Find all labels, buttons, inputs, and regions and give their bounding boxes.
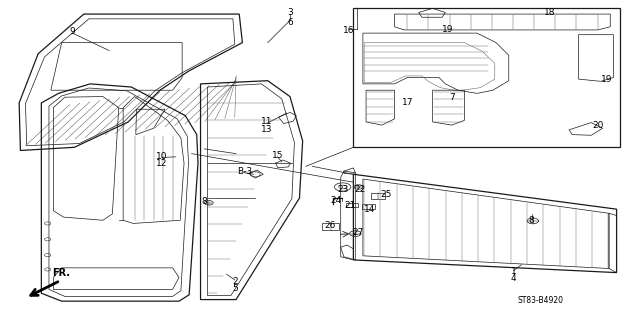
Text: 20: 20 bbox=[592, 121, 603, 130]
Text: 9: 9 bbox=[69, 27, 75, 36]
Text: 3: 3 bbox=[287, 8, 293, 17]
Text: 16: 16 bbox=[343, 26, 355, 35]
Text: 17: 17 bbox=[401, 99, 413, 108]
Text: 6: 6 bbox=[287, 18, 293, 27]
Text: FR.: FR. bbox=[52, 268, 70, 278]
Text: ST83-B4920: ST83-B4920 bbox=[517, 296, 564, 305]
Text: 19: 19 bbox=[441, 25, 453, 35]
Text: 24: 24 bbox=[331, 196, 342, 205]
Bar bbox=[347, 203, 358, 207]
Text: 8: 8 bbox=[529, 216, 534, 225]
Text: 4: 4 bbox=[511, 275, 517, 284]
Text: 14: 14 bbox=[364, 205, 376, 214]
Text: 21: 21 bbox=[344, 202, 355, 211]
Text: 25: 25 bbox=[381, 190, 392, 199]
Text: 5: 5 bbox=[232, 284, 238, 293]
Text: 8: 8 bbox=[201, 197, 207, 206]
Bar bbox=[371, 193, 385, 199]
Text: 2: 2 bbox=[232, 277, 238, 286]
Text: 7: 7 bbox=[449, 93, 455, 102]
Bar bbox=[362, 204, 375, 209]
Text: 18: 18 bbox=[544, 8, 555, 17]
Bar bbox=[322, 223, 340, 230]
Text: 12: 12 bbox=[156, 159, 168, 168]
Text: 22: 22 bbox=[355, 185, 366, 194]
Text: 27: 27 bbox=[353, 228, 364, 237]
Text: 15: 15 bbox=[271, 151, 283, 160]
Text: 19: 19 bbox=[601, 75, 613, 84]
Text: 23: 23 bbox=[338, 185, 349, 194]
Text: 11: 11 bbox=[261, 117, 272, 126]
Text: 26: 26 bbox=[324, 220, 336, 229]
Text: B-3: B-3 bbox=[237, 167, 252, 176]
Text: 13: 13 bbox=[261, 125, 272, 134]
Text: 1: 1 bbox=[511, 267, 517, 276]
Text: 10: 10 bbox=[156, 152, 168, 161]
